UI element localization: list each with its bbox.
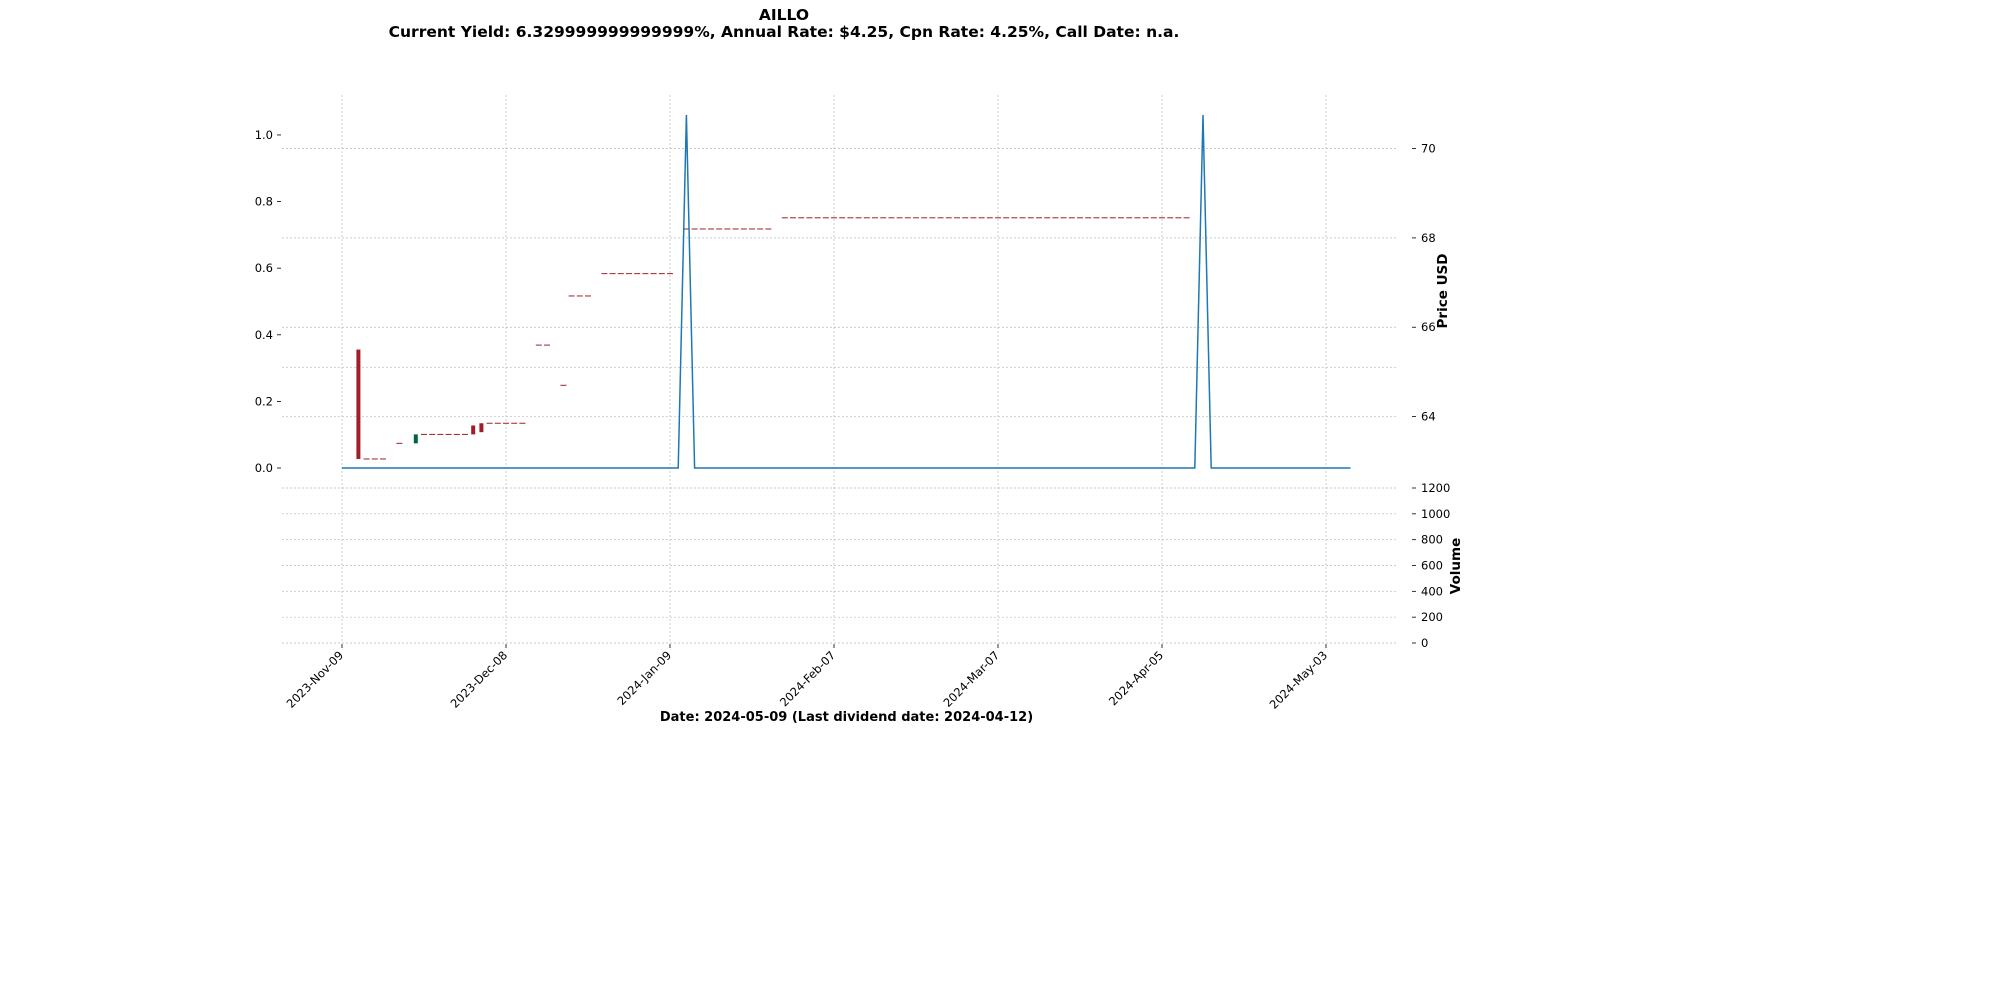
left-axis-tick-label: 0.6 <box>255 261 273 275</box>
volume-axis-tick-label: 200 <box>1421 610 1443 624</box>
price-axis-label: Price USD <box>1435 254 1451 329</box>
price-axis-tick-label: 70 <box>1421 142 1436 156</box>
price-candle <box>471 425 476 435</box>
dividend-line <box>342 114 1351 469</box>
price-axis-tick-label: 66 <box>1421 320 1436 334</box>
x-axis-tick-label: 2024-May-03 <box>1267 648 1330 711</box>
x-axis-tick-label: 2024-Feb-07 <box>777 648 838 709</box>
volume-axis-label: Volume <box>1448 538 1464 594</box>
left-axis-tick-label: 1.0 <box>255 128 273 142</box>
price-axis-tick-label: 68 <box>1421 231 1436 245</box>
volume-axis-tick-label: 0 <box>1421 636 1428 650</box>
volume-axis-tick-label: 800 <box>1421 533 1443 547</box>
x-axis-label: Date: 2024-05-09 (Last dividend date: 20… <box>659 710 1034 725</box>
volume-axis-tick-label: 1200 <box>1421 481 1450 495</box>
chart-subtitle: Current Yield: 6.329999999999999%, Annua… <box>388 23 1180 41</box>
x-axis-tick-label: 2024-Mar-07 <box>940 648 1002 710</box>
volume-axis-tick-label: 600 <box>1421 559 1443 573</box>
volume-axis-tick-label: 400 <box>1421 584 1443 598</box>
price-candle <box>479 423 484 433</box>
left-axis-tick-label: 0.0 <box>255 461 273 475</box>
chart-canvas: 0.0 0.2 0.4 0.6 0.8 1.0 64 66 68 70 Price USD 0 200 4… <box>255 95 1464 712</box>
volume-axis-tick-label: 1000 <box>1421 507 1450 521</box>
x-axis-tick-label: 2024-Apr-05 <box>1106 648 1166 708</box>
chart-title: AILLO <box>758 6 810 24</box>
left-axis-tick-label: 0.2 <box>255 394 273 408</box>
price-axis-tick-label: 64 <box>1421 410 1436 424</box>
left-axis-tick-label: 0.4 <box>255 328 273 342</box>
x-axis-tick-label: 2023-Nov-09 <box>284 648 346 710</box>
x-axis-tick-label: 2024-Jan-09 <box>614 648 674 708</box>
x-axis-tick-label: 2023-Dec-08 <box>448 648 511 711</box>
price-candle <box>413 434 418 444</box>
left-axis-tick-label: 0.8 <box>255 195 273 209</box>
price-candle <box>356 349 361 459</box>
